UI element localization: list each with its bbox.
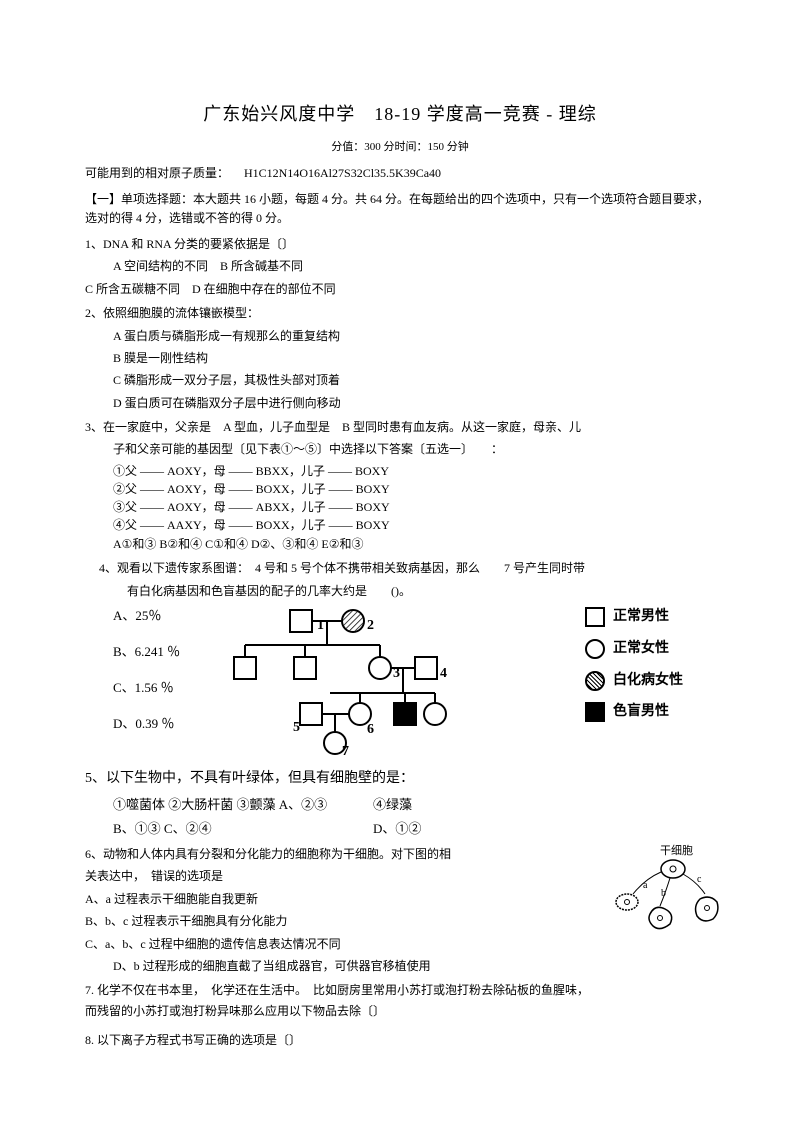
q7-line1: 7. 化学不仅在书本里， 化学还在生活中。 比如厨房里常用小苏打或泡打粉去除砧板… <box>85 980 715 1000</box>
q4-opt-b: B、6.241 ％ <box>113 641 205 663</box>
pedigree-legend: 正常男性 正常女性 白化病女性 色盲男性 <box>585 605 715 732</box>
normal-male-icon <box>585 607 605 627</box>
q5-row2b: D、①② <box>373 817 421 840</box>
q6-opt-d: D、b 过程形成的细胞直截了当组成器官，可供器官移植使用 <box>85 956 715 976</box>
q1-opt-ab: A 空间结构的不同 B 所含碱基不同 <box>85 256 715 276</box>
q5-stem: 5、以下生物中，不具有叶绿体，但具有细胞壁的是： <box>85 767 715 791</box>
atomic-values: H1C12N14O16Al27S32Cl35.5K39Ca40 <box>244 166 441 180</box>
svg-text:c: c <box>697 874 702 885</box>
q3-genotype-3: ③父 —— AOXY，母 —— ABXX，儿子 —— BOXY <box>85 498 715 516</box>
question-8: 8. 以下离子方程式书写正确的选项是〔〕 <box>85 1031 715 1050</box>
q6-stem2: 关表达中， 错误的选项是 <box>85 866 555 886</box>
stem-cell-diagram: 干细胞 a b c <box>605 844 725 939</box>
q1-stem: 1、DNA 和 RNA 分类的要紧依据是〔〕 <box>85 234 715 254</box>
question-1: 1、DNA 和 RNA 分类的要紧依据是〔〕 A 空间结构的不同 B 所含碱基不… <box>85 234 715 299</box>
q5-row1b: ④绿藻 <box>373 793 412 816</box>
q3-genotype-4: ④父 —— AAXY，母 —— BOXX，儿子 —— BOXY <box>85 516 715 534</box>
normal-female-icon <box>585 639 605 659</box>
svg-text:6: 6 <box>367 722 374 737</box>
atomic-label: 可能用到的相对原子质量： <box>85 166 229 180</box>
q2-opt-c: C 磷脂形成一双分子层，其极性头部对顶着 <box>85 370 715 390</box>
q7-line2: 而残留的小苏打或泡打粉异味那么应用以下物品去除〔〕 <box>85 1001 715 1021</box>
q4-stem1: 4、观看以下遗传家系图谱： 4 号和 5 号个体不携带相关致病基因，那么 7 号… <box>85 558 715 578</box>
question-3: 3、在一家庭中，父亲是 A 型血，儿子血型是 B 型同时患有血友病。从这一家庭，… <box>85 417 715 554</box>
pedigree-diagram: 1 2 3 4 <box>205 605 465 761</box>
q3-stem2: 子和父亲可能的基因型〔见下表①～⑤〕中选择以下答案〔五选一〕 ： <box>85 439 715 459</box>
q3-stem1: 3、在一家庭中，父亲是 A 型血，儿子血型是 B 型同时患有血友病。从这一家庭，… <box>85 417 715 437</box>
q2-opt-b: B 膜是一刚性结构 <box>85 348 715 368</box>
question-2: 2、依照细胞膜的流体镶嵌模型： A 蛋白质与磷脂形成一有规那么的重复结构 B 膜… <box>85 303 715 413</box>
q5-row2a: B、①③ C、②④ <box>113 817 373 840</box>
section-instruction: 【一】单项选择题：本大题共 16 小题，每题 4 分。共 64 分。在每题给出的… <box>85 190 715 228</box>
q1-opt-cd: C 所含五碳糖不同 D 在细胞中存在的部位不同 <box>85 279 715 299</box>
legend-normal-male: 正常男性 <box>613 605 669 629</box>
subtitle: 分值：300 分时间：150 分钟 <box>85 139 715 157</box>
legend-cb-male: 色盲男性 <box>613 700 669 724</box>
svg-text:2: 2 <box>367 618 374 633</box>
question-7: 7. 化学不仅在书本里， 化学还在生活中。 比如厨房里常用小苏打或泡打粉去除砧板… <box>85 980 715 1021</box>
svg-text:7: 7 <box>342 744 349 755</box>
q4-opt-d: D、0.39 ％ <box>113 713 205 735</box>
q4-opt-c: C、1.56 ％ <box>113 677 205 699</box>
q2-opt-a: A 蛋白质与磷脂形成一有规那么的重复结构 <box>85 326 715 346</box>
q3-genotype-1: ①父 —— AOXY，母 —— BBXX，儿子 —— BOXY <box>85 462 715 480</box>
q3-genotype-2: ②父 —— AOXY，母 —— BOXX，儿子 —— BOXY <box>85 480 715 498</box>
page-title: 广东始兴风度中学 18-19 学度高一竞赛 - 理综 <box>85 100 715 129</box>
q4-stem2: 有白化病基因和色盲基因的配子的几率大约是 ()。 <box>85 581 715 601</box>
stem-cell-label: 干细胞 <box>660 844 693 857</box>
q3-options: A①和③ B②和④ C①和④ D②、③和④ E②和③ <box>85 534 715 554</box>
svg-text:5: 5 <box>293 720 300 735</box>
q5-row1a: ①噬菌体 ②大肠杆菌 ③颤藻 A、②③ <box>113 793 373 816</box>
svg-text:4: 4 <box>440 666 447 681</box>
atomic-masses: 可能用到的相对原子质量： H1C12N14O16Al27S32Cl35.5K39… <box>85 164 715 183</box>
legend-normal-female: 正常女性 <box>613 637 669 661</box>
q4-options: A、25％ B、6.241 ％ C、1.56 ％ D、0.39 ％ <box>85 605 205 749</box>
q2-stem: 2、依照细胞膜的流体镶嵌模型： <box>85 303 715 323</box>
albino-female-icon <box>585 671 605 691</box>
q4-opt-a: A、25％ <box>113 605 205 627</box>
colorblind-male-icon <box>585 702 605 722</box>
legend-albino-female: 白化病女性 <box>613 669 683 693</box>
question-5: 5、以下生物中，不具有叶绿体，但具有细胞壁的是： ①噬菌体 ②大肠杆菌 ③颤藻 … <box>85 767 715 840</box>
svg-text:b: b <box>661 888 666 899</box>
question-4: 4、观看以下遗传家系图谱： 4 号和 5 号个体不携带相关致病基因，那么 7 号… <box>85 558 715 761</box>
q2-opt-d: D 蛋白质可在磷脂双分子层中进行侧向移动 <box>85 393 715 413</box>
q6-stem1: 6、动物和人体内具有分裂和分化能力的细胞称为干细胞。对下图的相 <box>85 844 555 864</box>
question-6: 6、动物和人体内具有分裂和分化能力的细胞称为干细胞。对下图的相 关表达中， 错误… <box>85 844 715 976</box>
svg-text:a: a <box>643 880 648 891</box>
